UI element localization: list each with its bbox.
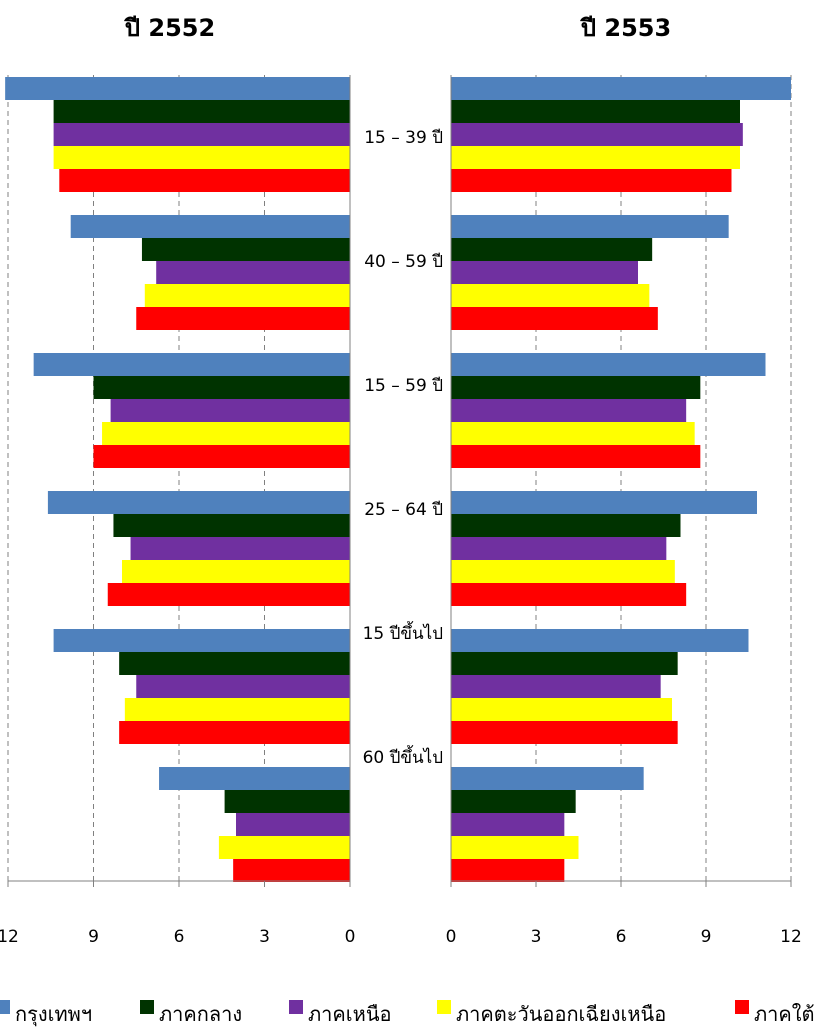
bar-2552-s3-c1 bbox=[144, 284, 350, 307]
bar-2553-s3-c2 bbox=[451, 422, 695, 445]
category-label: 15 ปีขึ้นไป bbox=[363, 621, 443, 644]
bar-2553-s2-c3 bbox=[451, 537, 667, 560]
tick-label: 6 bbox=[174, 927, 185, 947]
bar-2552-s3-c3 bbox=[122, 560, 350, 583]
bar-2552-s0-c0 bbox=[5, 77, 351, 100]
bar-2553-s1-c2 bbox=[451, 376, 701, 399]
tick-label: 3 bbox=[259, 927, 270, 947]
bar-2553-s0-c3 bbox=[451, 491, 757, 514]
bar-2553-s4-c1 bbox=[451, 307, 658, 330]
bar-2553-s4-c2 bbox=[451, 445, 701, 468]
legend-swatch bbox=[289, 1000, 303, 1014]
panel-title: ปี 2552 bbox=[124, 14, 216, 42]
tick-label: 12 bbox=[780, 927, 802, 947]
bar-2553-s1-c3 bbox=[451, 514, 681, 537]
legend-label: ภาคใต้ bbox=[754, 1002, 815, 1026]
panel-title: ปี 2553 bbox=[580, 14, 672, 42]
bar-2553-s3-c3 bbox=[451, 560, 675, 583]
bar-2552-s4-c1 bbox=[136, 307, 350, 330]
bar-2553-s1-c1 bbox=[451, 238, 653, 261]
bar-2552-s0-c2 bbox=[33, 353, 351, 376]
bar-2553-s2-c4 bbox=[451, 675, 661, 698]
bar-2553-s0-c2 bbox=[451, 353, 766, 376]
legend-label: ภาคเหนือ bbox=[308, 1002, 392, 1026]
bar-2553-s4-c4 bbox=[451, 721, 678, 744]
legend-swatch bbox=[0, 1000, 10, 1014]
bar-2553-s3-c1 bbox=[451, 284, 650, 307]
bar-2552-s4-c0 bbox=[59, 169, 351, 192]
bar-2552-s4-c3 bbox=[107, 583, 350, 606]
bar-2553-s3-c5 bbox=[451, 836, 579, 859]
category-label-bg bbox=[353, 249, 449, 275]
category-label: 40 – 59 ปี bbox=[364, 252, 443, 272]
bar-2552-s1-c2 bbox=[93, 376, 350, 399]
bar-2552-s2-c2 bbox=[110, 399, 350, 422]
category-label-bg bbox=[353, 745, 449, 771]
bar-2552-s2-c4 bbox=[136, 675, 350, 698]
bar-2553-s4-c3 bbox=[451, 583, 687, 606]
category-label: 15 – 39 ปี bbox=[364, 128, 443, 148]
bar-2553-s0-c5 bbox=[451, 767, 644, 790]
bar-2553-s2-c5 bbox=[451, 813, 565, 836]
bar-2553-s3-c4 bbox=[451, 698, 672, 721]
category-label-bg bbox=[353, 373, 449, 399]
bar-2553-s0-c4 bbox=[451, 629, 749, 652]
bar-2552-s2-c3 bbox=[130, 537, 350, 560]
bar-2552-s1-c0 bbox=[53, 100, 350, 123]
bar-2552-s1-c5 bbox=[224, 790, 350, 813]
bar-2552-s0-c1 bbox=[70, 215, 350, 238]
bar-2552-s3-c2 bbox=[102, 422, 350, 445]
bar-2552-s0-c5 bbox=[159, 767, 350, 790]
legend-swatch bbox=[140, 1000, 154, 1014]
category-label-bg bbox=[353, 497, 449, 523]
tick-label: 6 bbox=[616, 927, 627, 947]
tick-label: 9 bbox=[88, 927, 99, 947]
bar-2552-s3-c4 bbox=[124, 698, 350, 721]
bar-2552-s3-c0 bbox=[53, 146, 350, 169]
category-label: 15 – 59 ปี bbox=[364, 376, 443, 396]
bar-2553-s2-c0 bbox=[451, 123, 743, 146]
category-label-bg bbox=[353, 621, 449, 647]
bar-2553-s4-c5 bbox=[451, 859, 565, 882]
bar-2552-s2-c1 bbox=[156, 261, 350, 284]
tick-label: 9 bbox=[701, 927, 712, 947]
bar-2552-s2-c5 bbox=[236, 813, 350, 836]
bar-2553-s3-c0 bbox=[451, 146, 740, 169]
bar-2552-s1-c1 bbox=[141, 238, 350, 261]
bar-2553-s0-c0 bbox=[451, 77, 791, 100]
category-label: 60 ปีขึ้นไป bbox=[363, 745, 443, 768]
legend-swatch bbox=[437, 1000, 451, 1014]
tick-label: 0 bbox=[345, 927, 356, 947]
bar-2552-s1-c4 bbox=[119, 652, 351, 675]
category-label: 25 – 64 ปี bbox=[364, 500, 443, 520]
legend-label: ภาคกลาง bbox=[159, 1002, 242, 1026]
legend-label: กรุงเทพฯ bbox=[15, 1002, 92, 1027]
bar-2552-s1-c3 bbox=[113, 514, 350, 537]
bar-2553-s2-c2 bbox=[451, 399, 687, 422]
category-label-bg bbox=[353, 125, 449, 151]
bar-2552-s4-c4 bbox=[119, 721, 351, 744]
bar-2552-s0-c3 bbox=[47, 491, 351, 514]
bar-2552-s0-c4 bbox=[53, 629, 350, 652]
tick-label: 0 bbox=[446, 927, 457, 947]
bar-2552-s3-c5 bbox=[218, 836, 350, 859]
bar-2553-s0-c1 bbox=[451, 215, 729, 238]
bar-2553-s1-c0 bbox=[451, 100, 740, 123]
bar-2552-s4-c5 bbox=[233, 859, 350, 882]
bar-2552-s2-c0 bbox=[53, 123, 350, 146]
legend-swatch bbox=[735, 1000, 749, 1014]
bar-2553-s4-c0 bbox=[451, 169, 732, 192]
tick-label: 12 bbox=[0, 927, 19, 947]
bar-2553-s1-c5 bbox=[451, 790, 576, 813]
tick-label: 3 bbox=[531, 927, 542, 947]
bar-2553-s2-c1 bbox=[451, 261, 638, 284]
bar-2553-s1-c4 bbox=[451, 652, 678, 675]
bar-2552-s4-c2 bbox=[93, 445, 350, 468]
legend-label: ภาคตะวันออกเฉียงเหนือ bbox=[456, 1002, 666, 1026]
